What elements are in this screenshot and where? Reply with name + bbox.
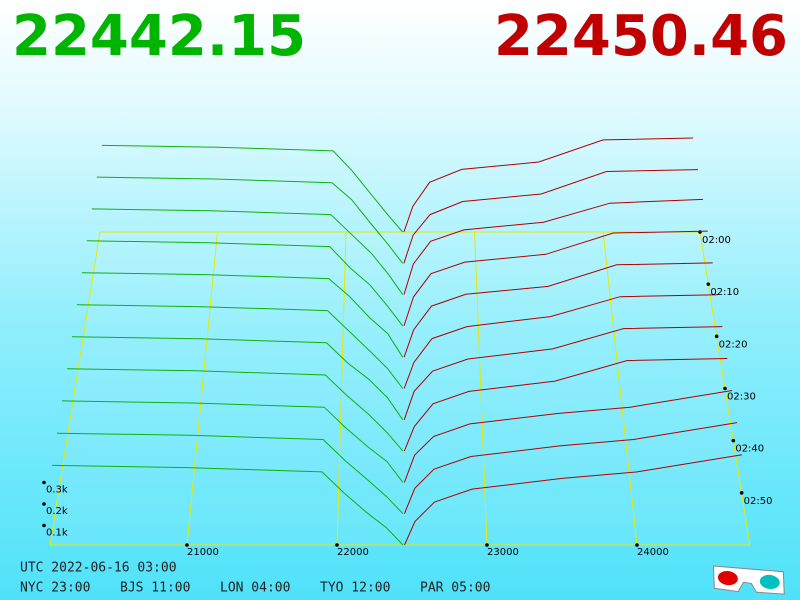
ask-depth-line (403, 137, 694, 233)
city-times: NYC 23:00 BJS 11:00 LON 04:00 TYO 12:00 PAR … (20, 581, 490, 596)
price-tick-label: 22000 (337, 547, 369, 558)
bid-depth-line (66, 368, 404, 452)
ask-depth-line (403, 390, 733, 483)
ask-depth-line (403, 422, 738, 514)
bid-price: 22442.15 (12, 4, 306, 69)
price-tick (635, 543, 639, 547)
depth-tick-label: 0.2k (46, 506, 68, 517)
price-tick (335, 543, 339, 547)
time-tick (706, 282, 711, 286)
time-tick-label: 02:10 (710, 287, 739, 298)
ask-price: 22450.46 (494, 4, 788, 69)
3d-glasses-icon (712, 565, 785, 595)
time-tick (714, 334, 719, 339)
ask-depth-line (403, 198, 703, 295)
time-tick (731, 438, 736, 443)
city-time: PAR 05:00 (420, 581, 490, 596)
price-grid-line (474, 231, 488, 546)
bid-depth-line (81, 272, 404, 358)
time-tick (723, 386, 727, 391)
bid-depth-line (96, 176, 403, 264)
curves (51, 137, 743, 546)
bid-depth-line (51, 464, 404, 546)
ask-depth-line (403, 262, 713, 358)
price-tick-label: 24000 (637, 547, 669, 558)
floor (42, 230, 751, 547)
ask-depth-line (403, 326, 723, 420)
depth-tick (42, 480, 46, 485)
depth-tick (42, 502, 46, 506)
depth-tick-label: 0.3k (46, 485, 68, 496)
city-time: TYO 12:00 (320, 581, 390, 596)
bid-depth-line (56, 432, 404, 515)
time-tick-label: 02:00 (702, 235, 731, 246)
price-tick (185, 543, 189, 547)
price-grid-line (602, 231, 638, 546)
ask-depth-line (403, 294, 718, 389)
price-grid-line (186, 231, 218, 546)
city-time: NYC 23:00 (20, 581, 90, 596)
depth-tick-label: 0.1k (46, 528, 68, 539)
bid-depth-line (76, 304, 404, 389)
price-tick-label: 23000 (487, 547, 519, 558)
ask-depth-line (403, 230, 708, 327)
utc-time: UTC 2022-06-16 03:00 (20, 561, 177, 576)
city-time: BJS 11:00 (120, 581, 190, 596)
time-tick (739, 491, 744, 495)
time-tick-label: 02:50 (744, 496, 773, 507)
time-tick-label: 02:30 (727, 392, 756, 403)
price-tick-label: 21000 (187, 547, 219, 558)
bid-depth-line (91, 208, 404, 295)
ask-depth-line (404, 454, 743, 546)
bid-depth-line (86, 240, 404, 327)
time-tick-label: 02:20 (719, 339, 748, 350)
price-tick (485, 543, 489, 547)
bid-depth-line (61, 400, 404, 483)
floor-plane (49, 231, 751, 546)
time-tick-label: 02:40 (735, 444, 764, 455)
ask-depth-line (403, 358, 728, 452)
price-grid-line (336, 231, 347, 546)
depth-tick (42, 523, 46, 528)
bid-depth-line (101, 144, 403, 233)
ask-depth-line (403, 169, 699, 264)
labels: 21000 22000 23000 24000 02:00 02:10 02:20 02:30… (46, 235, 772, 558)
bid-depth-line (71, 336, 404, 421)
city-time: LON 04:00 (220, 581, 290, 596)
